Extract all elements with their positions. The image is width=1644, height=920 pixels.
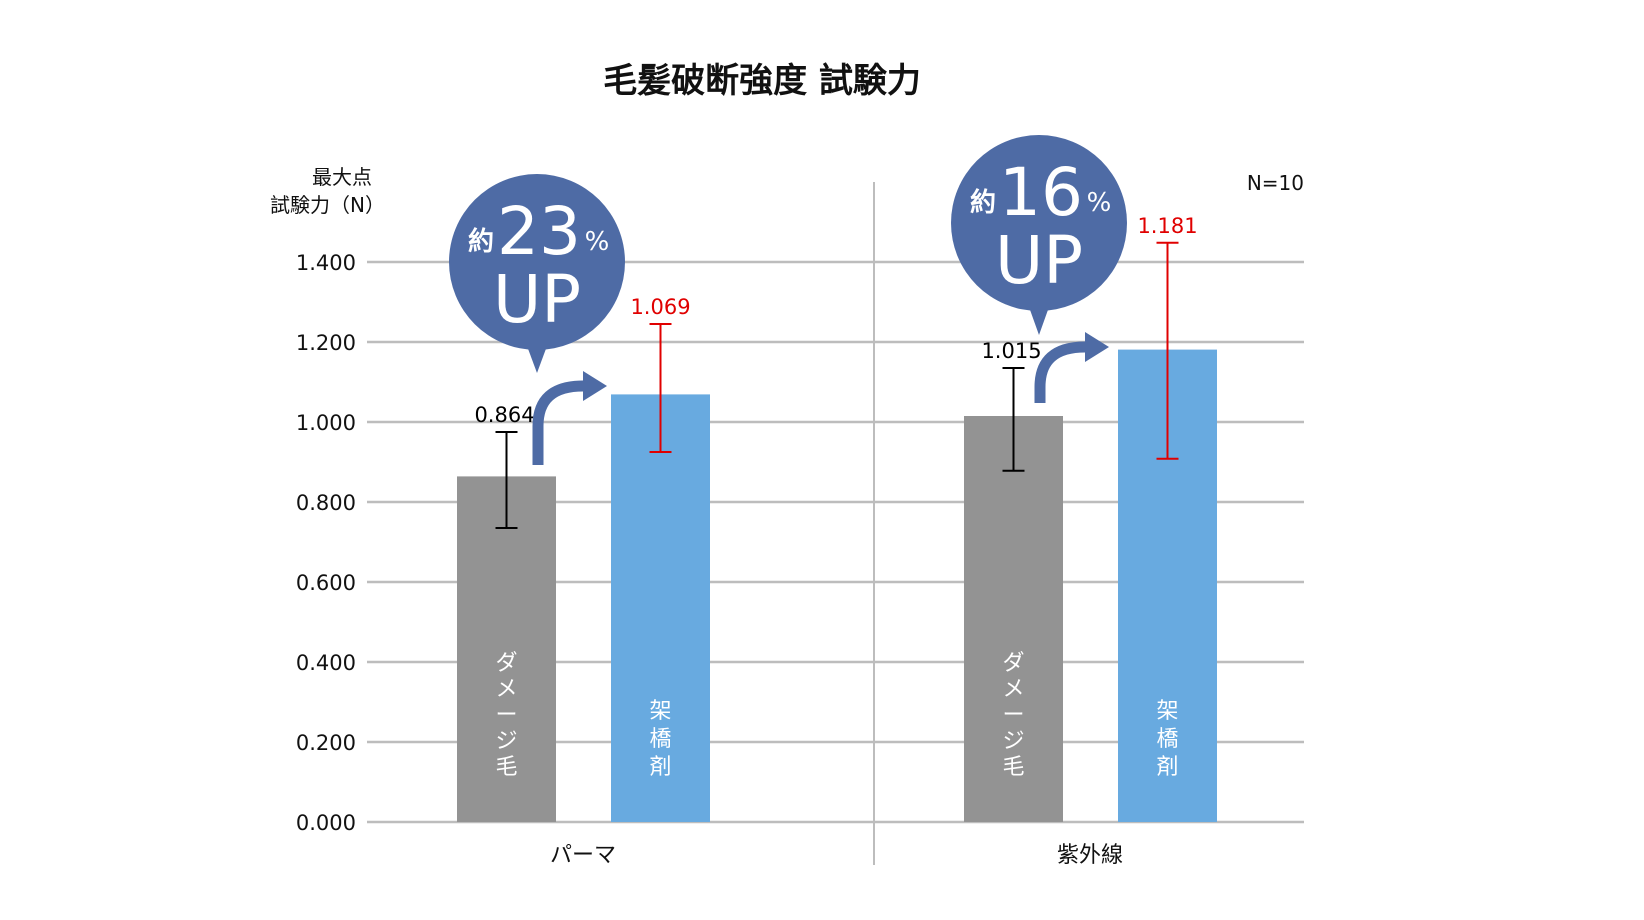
sample-size-note: N=10 [1247,171,1304,195]
y-tick-label: 1.400 [296,251,356,275]
series-name-char: ー [1002,703,1024,728]
callout-tail [527,346,547,373]
callout-tail [1029,307,1049,335]
series-name-char: ジ [1002,729,1024,754]
callout-bubble [449,174,625,350]
y-tick-label: 0.000 [296,811,356,835]
category-label: 紫外線 [1057,843,1123,868]
chart-title: 毛髪破断強度 試験力 [603,61,921,101]
arrow-head-icon [1085,332,1109,362]
y-axis-label-line1: 最大点 [312,165,372,189]
bar [457,476,556,822]
series-name-char: 毛 [1002,755,1024,780]
callout-number: 16 [999,154,1083,231]
y-tick-label: 0.200 [296,731,356,755]
y-tick-label: 0.600 [296,571,356,595]
callout-bubble [951,135,1127,311]
series-name-char: 橋 [649,727,671,752]
callout-number: 23 [497,193,581,270]
bar [964,416,1063,822]
data-label: 1.015 [981,339,1041,363]
data-label: 1.181 [1137,214,1197,238]
callout-unit: % [1087,188,1112,218]
series-name-char: ダ [1002,651,1024,676]
arrow-head-icon [583,371,607,401]
series-name-char: 橋 [1156,727,1178,752]
series-name-char: メ [495,677,517,702]
series-name-char: メ [1002,677,1024,702]
series-name-char: 架 [649,699,671,724]
y-tick-label: 0.800 [296,491,356,515]
error-bar [1156,241,1179,460]
callout-prefix: 約 [970,187,996,218]
series-name-char: ダ [495,651,517,676]
error-bar [495,431,518,529]
series-name-char: ジ [495,729,517,754]
callout-prefix: 約 [468,226,494,257]
y-tick-label: 1.000 [296,411,356,435]
data-label: 1.069 [630,295,690,319]
increase-callout: 約 16 %UP [951,135,1127,403]
error-bar [649,323,672,453]
y-tick-label: 0.400 [296,651,356,675]
increase-callout: 約 23 %UP [449,174,625,465]
callout-unit: % [585,227,610,257]
series-name-char: 毛 [495,755,517,780]
data-label: 0.864 [474,403,534,427]
category-label: パーマ [550,843,616,868]
callout-text: UP [493,261,581,338]
y-tick-label: 1.200 [296,331,356,355]
series-name-char: 剤 [1156,755,1178,780]
increase-arrow [1034,341,1086,403]
series-name-char: ー [495,703,517,728]
increase-arrow [532,380,584,465]
error-bar [1002,367,1025,472]
bar [611,394,710,822]
series-name-char: 架 [1156,699,1178,724]
series-name-char: 剤 [649,755,671,780]
callout-text: UP [995,222,1083,299]
y-axis-label-line2: 試験力（N） [270,193,385,217]
